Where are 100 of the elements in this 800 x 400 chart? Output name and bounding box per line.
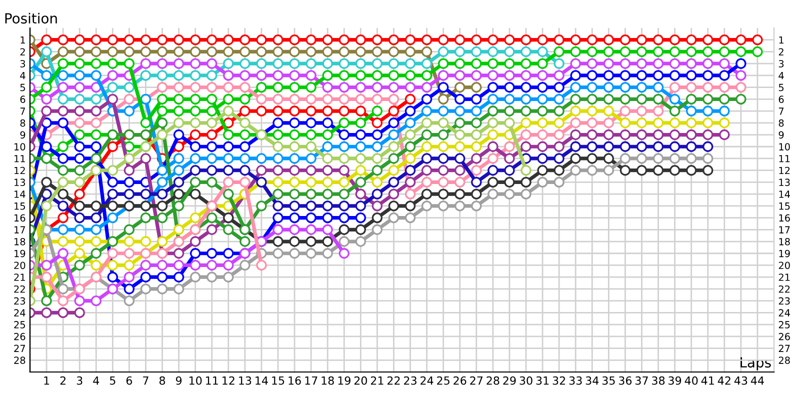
point bbox=[156, 236, 168, 247]
point bbox=[90, 248, 102, 259]
point bbox=[554, 46, 564, 58]
point bbox=[404, 200, 416, 212]
point bbox=[322, 106, 333, 116]
point bbox=[41, 272, 52, 282]
point bbox=[471, 94, 482, 105]
point bbox=[488, 106, 498, 116]
x-tick-label: 31 bbox=[536, 376, 549, 385]
point bbox=[289, 46, 300, 58]
point bbox=[421, 34, 432, 46]
point bbox=[719, 58, 730, 69]
point bbox=[58, 200, 68, 212]
point bbox=[636, 129, 648, 140]
point bbox=[404, 129, 416, 140]
point bbox=[603, 82, 614, 93]
point bbox=[537, 176, 548, 188]
y2-tick-label: 28 bbox=[778, 356, 790, 364]
point bbox=[438, 188, 449, 200]
point bbox=[719, 129, 730, 140]
point bbox=[58, 82, 68, 93]
point bbox=[272, 212, 284, 224]
point bbox=[471, 34, 482, 46]
point bbox=[603, 34, 614, 46]
point bbox=[488, 164, 498, 176]
point bbox=[272, 224, 284, 236]
point bbox=[41, 260, 52, 271]
point bbox=[206, 176, 218, 188]
y2-tick-label: 21 bbox=[778, 274, 790, 281]
point bbox=[438, 106, 449, 116]
point bbox=[338, 34, 350, 46]
point bbox=[90, 106, 102, 116]
y-tick-label: 15 bbox=[14, 202, 25, 210]
point bbox=[652, 94, 664, 105]
point bbox=[124, 46, 135, 58]
point bbox=[504, 153, 515, 164]
x-tick-label: 34 bbox=[586, 376, 599, 385]
point bbox=[669, 70, 680, 81]
point bbox=[306, 141, 316, 152]
point bbox=[223, 94, 234, 105]
point bbox=[156, 106, 168, 116]
point bbox=[74, 212, 85, 224]
point bbox=[554, 118, 564, 128]
point bbox=[124, 176, 135, 188]
y2-tick-label: 15 bbox=[779, 202, 790, 210]
point bbox=[388, 212, 400, 224]
point bbox=[620, 141, 631, 152]
x-tick-label: 43 bbox=[734, 376, 748, 385]
y2-tick-label: 7 bbox=[778, 108, 784, 115]
point bbox=[58, 224, 68, 236]
y2-tick-label: 18 bbox=[779, 238, 790, 246]
point bbox=[240, 94, 250, 105]
point bbox=[223, 224, 234, 236]
point bbox=[124, 224, 135, 236]
point bbox=[74, 70, 85, 81]
point bbox=[74, 236, 85, 247]
point bbox=[388, 70, 400, 81]
point bbox=[554, 82, 564, 93]
point bbox=[289, 236, 300, 247]
y-tick-label: 11 bbox=[14, 155, 25, 162]
point bbox=[355, 164, 366, 176]
point bbox=[454, 129, 466, 140]
point bbox=[438, 94, 449, 105]
point bbox=[554, 129, 564, 140]
x-tick-label: 15 bbox=[272, 376, 284, 385]
point bbox=[223, 248, 234, 259]
point bbox=[322, 212, 333, 224]
point bbox=[306, 58, 316, 69]
point bbox=[652, 118, 664, 128]
point bbox=[454, 153, 466, 164]
point bbox=[736, 94, 746, 105]
point bbox=[586, 70, 598, 81]
point bbox=[338, 153, 350, 164]
point bbox=[520, 34, 532, 46]
point bbox=[652, 70, 664, 81]
point bbox=[173, 46, 184, 58]
point bbox=[488, 34, 498, 46]
point bbox=[289, 224, 300, 236]
y2-tick-label: 22 bbox=[778, 285, 790, 293]
point bbox=[107, 200, 118, 212]
point bbox=[372, 94, 383, 105]
point bbox=[388, 176, 400, 188]
point bbox=[488, 129, 498, 140]
point bbox=[355, 129, 366, 140]
point bbox=[272, 176, 284, 188]
point bbox=[156, 46, 168, 58]
point bbox=[140, 153, 152, 164]
point bbox=[206, 34, 218, 46]
point bbox=[504, 58, 515, 69]
x-tick-label: 8 bbox=[159, 376, 166, 385]
point bbox=[156, 34, 168, 46]
point bbox=[206, 58, 218, 69]
point bbox=[586, 141, 598, 152]
point bbox=[140, 236, 152, 247]
point bbox=[256, 70, 267, 81]
point bbox=[652, 153, 664, 164]
x-tick-label: 20 bbox=[354, 376, 367, 385]
point bbox=[652, 141, 664, 152]
point bbox=[90, 295, 102, 306]
y-tick-label: 7 bbox=[20, 108, 25, 115]
